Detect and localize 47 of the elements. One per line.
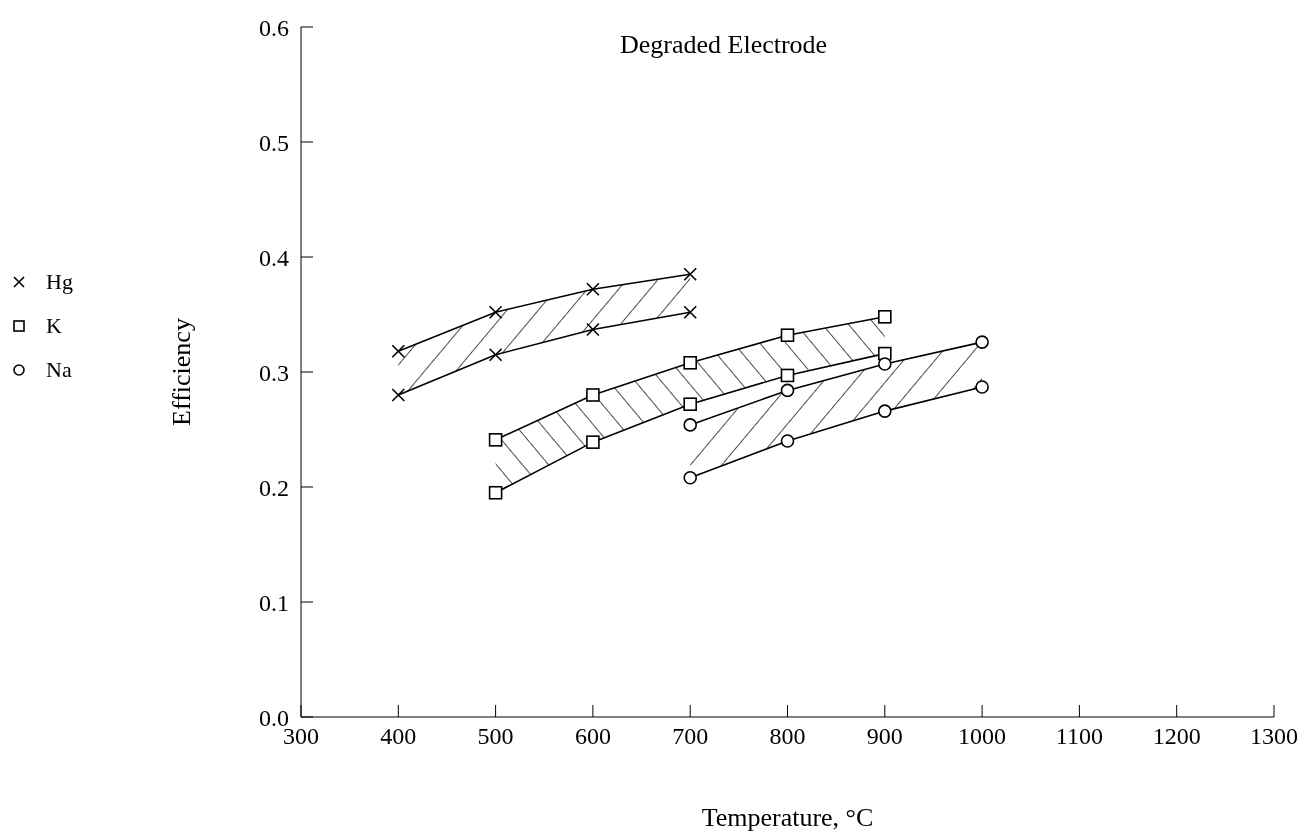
point: [878, 310, 892, 324]
y-tick-label: 0.6: [259, 14, 289, 41]
point: [878, 404, 892, 418]
x-tick-label: 1000: [958, 723, 1007, 750]
y-tick-label: 0.2: [259, 474, 289, 501]
point: [780, 328, 795, 342]
point: [683, 397, 697, 411]
point: [488, 347, 503, 362]
legend-label: K: [46, 313, 62, 339]
point: [975, 380, 989, 394]
legend-label: Na: [46, 357, 72, 383]
point: [683, 356, 697, 370]
legend-label: Hg: [46, 269, 73, 295]
point: [586, 435, 600, 449]
x-tick-label: 700: [672, 723, 709, 750]
x-axis-title: Temperature, °C: [701, 803, 874, 832]
annotation: Degraded Electrode: [620, 30, 828, 60]
y-axis-title: Efficiency: [167, 318, 197, 426]
y-tick-label: 0.4: [259, 244, 289, 271]
x-tick-label: 900: [866, 723, 903, 750]
point: [586, 322, 600, 337]
x-tick-label: 400: [380, 723, 417, 750]
point: [975, 335, 989, 349]
point: [488, 485, 503, 500]
y-tick-label: 0.1: [259, 589, 289, 616]
point: [391, 344, 406, 359]
point: [780, 368, 795, 383]
y-tick-label: 0.3: [259, 359, 289, 386]
y-tick-label: 0.5: [259, 129, 289, 156]
x-tick-label: 800: [769, 723, 806, 750]
x-tick-label: 600: [574, 723, 611, 750]
point: [683, 305, 697, 319]
point: [586, 388, 600, 402]
point: [391, 388, 406, 402]
point: [683, 471, 697, 485]
point: [683, 418, 697, 432]
point: [586, 282, 600, 296]
x-tick-label: 1100: [1055, 723, 1103, 750]
point: [488, 305, 503, 319]
x-tick-label: 1200: [1152, 723, 1201, 750]
x-tick-label: 500: [477, 723, 514, 750]
point: [878, 357, 892, 371]
x-tick-label: 1300: [1250, 723, 1298, 750]
point: [780, 383, 795, 398]
point: [683, 267, 697, 282]
point: [780, 434, 795, 448]
point: [488, 433, 503, 447]
